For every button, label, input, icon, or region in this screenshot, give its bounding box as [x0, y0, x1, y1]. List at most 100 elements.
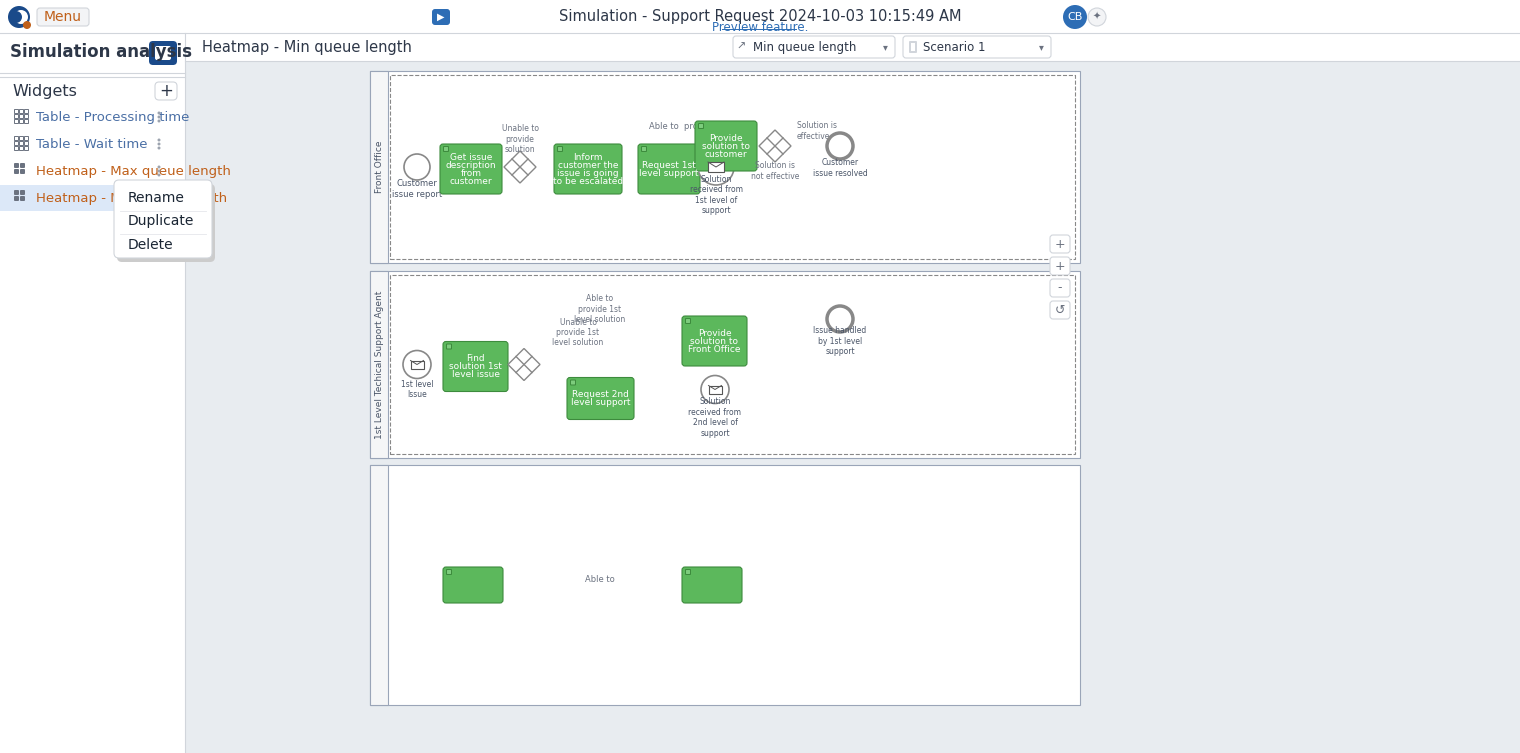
FancyBboxPatch shape — [442, 342, 508, 392]
Bar — [14, 146, 18, 150]
Bar — [14, 136, 18, 140]
Text: ▾: ▾ — [1038, 42, 1043, 52]
Bar — [18, 114, 23, 118]
Text: Simulation - Support Request 2024-10-03 10:15:49 AM: Simulation - Support Request 2024-10-03 … — [559, 8, 961, 23]
Text: customer the: customer the — [558, 160, 619, 169]
Bar — [18, 108, 23, 113]
Text: Rename: Rename — [128, 191, 185, 205]
Circle shape — [158, 115, 161, 118]
FancyBboxPatch shape — [695, 121, 757, 171]
FancyBboxPatch shape — [444, 147, 448, 151]
FancyBboxPatch shape — [682, 567, 742, 603]
Bar — [14, 119, 18, 123]
Text: solution to: solution to — [702, 142, 749, 151]
Text: Solution
received from
2nd level of
support: Solution received from 2nd level of supp… — [689, 398, 742, 437]
Text: 1st Level Techical Support Agent: 1st Level Techical Support Agent — [374, 291, 383, 439]
Circle shape — [404, 154, 430, 180]
Bar — [24, 146, 29, 150]
Circle shape — [827, 306, 853, 332]
Bar — [24, 136, 29, 140]
FancyBboxPatch shape — [447, 570, 451, 574]
Polygon shape — [758, 130, 790, 162]
Circle shape — [827, 133, 853, 159]
FancyBboxPatch shape — [641, 147, 646, 151]
Text: to be escalated: to be escalated — [553, 176, 623, 185]
Text: Simulation analysis: Simulation analysis — [11, 43, 192, 61]
Bar — [391, 75, 1075, 259]
Circle shape — [11, 11, 21, 23]
Circle shape — [8, 6, 30, 28]
Bar — [18, 136, 23, 140]
Text: Widgets: Widgets — [12, 84, 78, 99]
FancyBboxPatch shape — [686, 318, 692, 324]
Text: Heatmap - Min queue length: Heatmap - Min queue length — [36, 191, 226, 205]
FancyBboxPatch shape — [147, 185, 170, 209]
FancyBboxPatch shape — [117, 184, 214, 262]
Text: customer: customer — [705, 150, 748, 158]
Text: description: description — [445, 160, 497, 169]
Bar — [708, 162, 724, 172]
Circle shape — [23, 21, 30, 29]
Bar — [369, 465, 1081, 705]
Bar — [369, 465, 388, 705]
Text: Delete: Delete — [128, 238, 173, 252]
Text: Get issue: Get issue — [450, 153, 492, 161]
FancyBboxPatch shape — [149, 41, 176, 65]
FancyBboxPatch shape — [445, 569, 451, 575]
Text: Table - Processing time: Table - Processing time — [36, 111, 190, 123]
Text: -: - — [1058, 282, 1062, 294]
FancyBboxPatch shape — [1050, 257, 1070, 275]
Bar — [391, 275, 1075, 454]
Text: Able to: Able to — [585, 575, 616, 584]
Text: level support: level support — [570, 398, 631, 407]
FancyBboxPatch shape — [698, 123, 704, 129]
Text: ↺: ↺ — [1055, 303, 1066, 316]
Text: Able to
provide 1st
level solution: Able to provide 1st level solution — [575, 294, 626, 324]
FancyBboxPatch shape — [686, 570, 690, 574]
Text: issue is going: issue is going — [558, 169, 619, 178]
Circle shape — [158, 169, 161, 172]
FancyBboxPatch shape — [36, 8, 90, 26]
Bar — [185, 33, 1520, 61]
FancyBboxPatch shape — [432, 9, 450, 25]
FancyBboxPatch shape — [699, 124, 702, 128]
Bar — [369, 71, 388, 263]
Bar — [708, 386, 722, 394]
FancyBboxPatch shape — [572, 380, 575, 385]
Text: Unable to
provide 1st
level solution: Unable to provide 1st level solution — [552, 318, 603, 347]
Text: +: + — [1055, 260, 1066, 273]
Bar — [196, 65, 1085, 705]
Text: Inform: Inform — [573, 153, 603, 161]
Text: Request 2nd: Request 2nd — [572, 390, 629, 399]
Bar — [14, 108, 18, 113]
Bar — [14, 114, 18, 118]
Text: Able to  provide solution: Able to provide solution — [649, 121, 751, 130]
FancyBboxPatch shape — [1050, 235, 1070, 253]
Circle shape — [158, 142, 161, 145]
Text: Provide: Provide — [710, 133, 743, 142]
FancyBboxPatch shape — [733, 36, 895, 58]
FancyBboxPatch shape — [20, 169, 24, 174]
Text: Menu: Menu — [44, 10, 82, 24]
FancyBboxPatch shape — [558, 147, 562, 151]
Polygon shape — [508, 349, 540, 380]
Circle shape — [1088, 8, 1107, 26]
FancyBboxPatch shape — [1050, 301, 1070, 319]
Circle shape — [158, 173, 161, 176]
Bar — [18, 141, 23, 145]
Text: Request 1st: Request 1st — [641, 160, 696, 169]
Text: Table - Wait time: Table - Wait time — [36, 138, 147, 151]
Circle shape — [1062, 5, 1087, 29]
Text: Customer
issue report: Customer issue report — [392, 179, 442, 199]
FancyBboxPatch shape — [439, 144, 502, 194]
Circle shape — [158, 200, 161, 203]
Bar — [369, 271, 1081, 458]
FancyBboxPatch shape — [445, 343, 451, 349]
Circle shape — [698, 149, 734, 185]
Text: Preview feature.: Preview feature. — [711, 20, 809, 33]
Bar — [24, 141, 29, 145]
FancyBboxPatch shape — [638, 144, 701, 194]
Text: ▶: ▶ — [438, 12, 445, 22]
Circle shape — [701, 376, 730, 404]
Bar — [410, 361, 424, 368]
